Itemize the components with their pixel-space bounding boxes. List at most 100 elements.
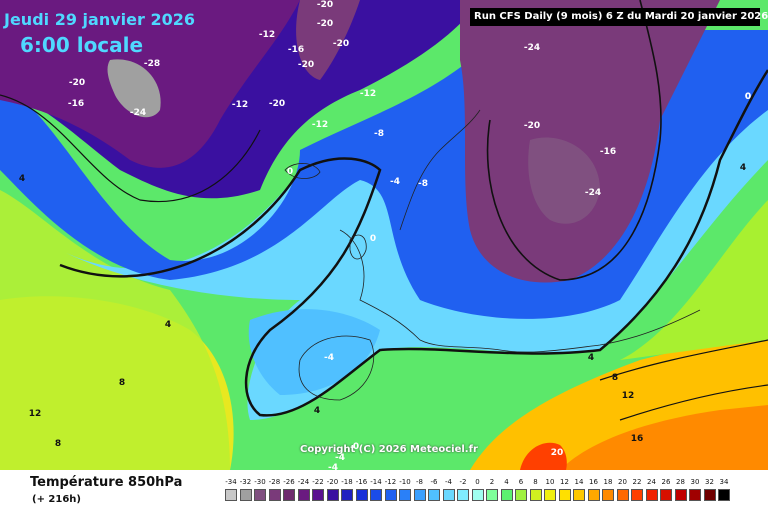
legend-swatch	[225, 489, 237, 501]
legend-label: 20	[618, 478, 627, 486]
copyright-text: Copyright (C) 2026 Meteociel.fr	[300, 444, 478, 455]
legend-swatch	[718, 489, 730, 501]
legend-swatch	[616, 489, 629, 501]
legend-label: -10	[399, 478, 411, 486]
isotherm-label: 4	[18, 174, 26, 184]
legend-swatch	[573, 489, 585, 501]
isotherm-label: -24	[523, 43, 541, 53]
legend-label: 2	[489, 478, 495, 486]
isotherm-label: 0	[744, 92, 752, 102]
legend-swatch	[471, 489, 484, 501]
legend-label: 6	[518, 478, 524, 486]
legend-swatch	[283, 489, 295, 501]
isotherm-zero-line	[59, 69, 768, 417]
cool-zone-iberia	[248, 309, 380, 395]
legend-swatch	[515, 489, 527, 501]
isotherm-label: 16	[630, 434, 644, 444]
map-canvas	[0, 0, 768, 470]
isotherm-label: -20	[268, 99, 286, 109]
legend-swatch	[413, 489, 426, 501]
legend-swatch	[703, 489, 716, 501]
legend-label: -2	[459, 478, 467, 486]
isotherm-label: -4	[390, 177, 400, 187]
legend-swatch	[254, 489, 266, 501]
hot-zone-southeast	[560, 405, 768, 470]
legend-label: 4	[504, 478, 509, 486]
legend-swatch	[587, 489, 600, 501]
legend-swatch	[312, 489, 324, 501]
legend-label: 14	[574, 478, 584, 486]
isotherm-label: -8	[418, 179, 428, 189]
legend-swatch	[660, 489, 672, 501]
isotherm-label: 4	[313, 406, 321, 416]
legend-label: 28	[676, 478, 685, 486]
isotherm-label: -4	[335, 453, 345, 463]
legend-swatch	[544, 489, 556, 501]
legend-label: 12	[560, 478, 569, 486]
legend-label: 34	[719, 478, 729, 486]
isotherm-line-east	[599, 339, 768, 381]
isotherm-label: -20	[297, 60, 315, 70]
isotherm-line-southeast	[619, 384, 768, 421]
legend-swatch	[326, 489, 339, 501]
run-info-box	[470, 8, 760, 26]
isotherm-minus-twenty-line	[486, 0, 662, 281]
legend-swatch	[602, 489, 614, 501]
legend-label: -6	[430, 478, 438, 486]
isotherm-label: -12	[359, 89, 377, 99]
legend-label: -20	[326, 478, 339, 486]
isotherm-label: -12	[311, 120, 329, 130]
legend-swatch	[631, 489, 643, 501]
isotherm-label: -16	[67, 99, 85, 109]
footer-bar: Température 850hPa (+ 216h) -34 -32 -30 -28…	[0, 470, 768, 512]
legend-label: -32	[239, 478, 252, 486]
legend-label: 0	[475, 478, 480, 486]
legend-label: 32	[705, 478, 714, 486]
isotherm-label: -20	[523, 121, 541, 131]
legend-swatch	[297, 489, 310, 501]
legend-label: -34	[225, 478, 237, 486]
legend-swatch	[355, 489, 368, 501]
legend-swatch	[268, 489, 281, 501]
legend-swatch	[674, 489, 687, 501]
legend-label: 30	[690, 478, 700, 486]
legend-swatch	[486, 489, 498, 501]
legend-swatch	[457, 489, 469, 501]
greenland-peak	[296, 0, 360, 80]
legend-label: -28	[268, 478, 281, 486]
isotherm-label: -28	[143, 59, 161, 69]
isotherm-label: -24	[584, 188, 602, 198]
legend-label: -24	[297, 478, 310, 486]
hot-core	[520, 442, 567, 470]
legend-label: -12	[384, 478, 397, 486]
legend-label: -26	[283, 478, 295, 486]
legend-swatch	[500, 489, 513, 501]
legend-label: -4	[445, 478, 452, 486]
coastline-british-isles	[349, 234, 367, 260]
isotherm-label: -16	[599, 147, 617, 157]
isotherm-label: 12	[621, 391, 635, 401]
isotherm-line-north	[0, 94, 261, 203]
isotherm-label: 4	[587, 353, 595, 363]
legend-label: -30	[254, 478, 266, 486]
footer-title: Température 850hPa	[30, 475, 183, 490]
isotherm-label: -8	[374, 129, 384, 139]
legend-label: 24	[647, 478, 656, 486]
isotherm-label: -20	[68, 78, 86, 88]
isotherm-label: -12	[258, 30, 276, 40]
run-info-text: Run CFS Daily (9 mois) 6 Z du Mardi 20 j…	[474, 11, 768, 22]
isotherm-label: 4	[739, 163, 747, 173]
legend-swatch	[558, 489, 571, 501]
legend-swatch	[442, 489, 455, 501]
legend-label: -14	[370, 478, 382, 486]
legend-label: 16	[589, 478, 598, 486]
isotherm-label: -24	[129, 108, 147, 118]
coastline-iberia	[298, 335, 375, 401]
isotherm-label: -4	[328, 463, 338, 470]
legend-swatch	[428, 489, 440, 501]
coastline-scandinavia	[399, 109, 481, 231]
isotherm-label: -4	[324, 353, 334, 363]
header-date: Jeudi 29 janvier 2026	[4, 10, 195, 29]
legend-swatch	[529, 489, 542, 501]
legend-label: 8	[533, 478, 538, 486]
